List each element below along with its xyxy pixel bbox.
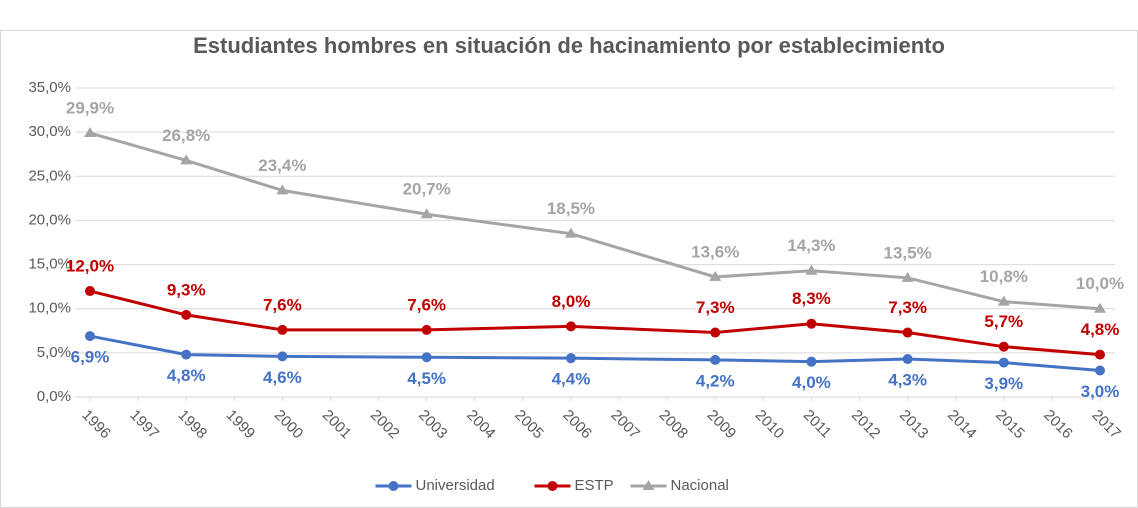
marker <box>84 127 96 138</box>
data-label: 9,3% <box>167 280 206 299</box>
marker <box>710 327 721 338</box>
data-label: 7,3% <box>888 298 927 317</box>
y-tick-label: 25,0% <box>28 167 71 184</box>
marker <box>276 184 289 195</box>
series-line <box>89 131 1101 311</box>
marker <box>564 227 577 238</box>
marker <box>998 341 1009 352</box>
marker <box>806 318 817 329</box>
legend-marker <box>388 481 399 491</box>
data-label: 4,0% <box>792 373 831 392</box>
chart-title: Estudiantes hombres en situación de haci… <box>193 33 945 58</box>
marker <box>1094 302 1106 313</box>
legend-item: Nacional <box>630 477 729 494</box>
y-tick-label: 15,0% <box>28 256 71 273</box>
marker <box>181 309 192 320</box>
data-label: 3,0% <box>1081 382 1120 401</box>
data-label: 13,5% <box>884 243 932 262</box>
data-label: 7,6% <box>407 295 446 314</box>
data-label: 4,8% <box>1081 320 1120 339</box>
data-label: 6,9% <box>71 348 110 367</box>
marker <box>709 270 722 281</box>
series-line <box>89 334 1101 373</box>
data-label: 20,7% <box>403 180 451 199</box>
data-label: 4,6% <box>263 368 302 387</box>
legend-marker <box>547 481 558 491</box>
y-tick-label: 10,0% <box>28 300 71 317</box>
marker <box>565 353 576 364</box>
data-label: 4,3% <box>888 371 927 390</box>
data-label: 10,0% <box>1076 274 1124 293</box>
marker <box>565 321 576 332</box>
marker <box>421 352 432 363</box>
data-label: 12,0% <box>66 257 114 276</box>
data-label: 29,9% <box>66 99 114 118</box>
marker <box>277 351 288 362</box>
data-label: 10,8% <box>980 267 1028 286</box>
data-label: 5,7% <box>984 312 1023 331</box>
data-label: 18,5% <box>547 199 595 218</box>
data-label: 26,8% <box>162 126 210 145</box>
marker <box>277 324 288 335</box>
marker <box>1095 349 1105 360</box>
marker <box>181 349 192 360</box>
marker <box>85 331 95 342</box>
y-tick-label: 20,0% <box>28 211 71 228</box>
y-tick-label: 35,0% <box>28 79 71 96</box>
marker <box>901 271 914 282</box>
marker <box>421 324 432 335</box>
data-label: 7,3% <box>696 298 735 317</box>
legend-marker <box>642 480 655 490</box>
marker <box>1095 365 1105 376</box>
data-label: 4,2% <box>696 371 735 390</box>
data-label: 4,8% <box>167 366 206 385</box>
legend-label: Nacional <box>671 477 729 494</box>
chart-frame <box>0 30 1138 508</box>
data-label: 8,3% <box>792 289 831 308</box>
data-label: 7,6% <box>263 295 302 314</box>
marker <box>902 327 913 338</box>
marker <box>998 357 1009 368</box>
data-label: 13,6% <box>691 242 739 261</box>
legend-label: ESTP <box>575 477 614 494</box>
data-label: 3,9% <box>984 374 1023 393</box>
legend-label: Universidad <box>416 477 495 494</box>
marker <box>85 286 95 297</box>
data-label: 4,5% <box>407 369 446 388</box>
marker <box>805 264 818 275</box>
data-label: 14,3% <box>787 236 835 255</box>
data-label: 4,4% <box>552 370 591 389</box>
marker <box>806 356 817 367</box>
marker <box>420 208 433 219</box>
marker <box>710 354 721 365</box>
data-label: 23,4% <box>258 156 306 175</box>
data-label: 8,0% <box>552 292 591 311</box>
marker <box>997 295 1010 306</box>
y-tick-label: 5,0% <box>37 344 71 361</box>
series-line <box>89 289 1101 357</box>
y-tick-label: 30,0% <box>28 123 71 140</box>
legend-item: ESTP <box>534 477 614 494</box>
y-tick-label: 0,0% <box>37 388 71 405</box>
legend-item: Universidad <box>375 477 495 494</box>
marker <box>180 154 193 165</box>
marker <box>902 354 913 365</box>
